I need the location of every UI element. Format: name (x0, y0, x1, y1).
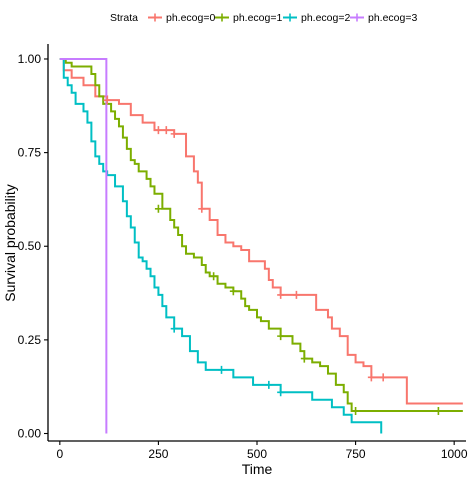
censor-mark-ph-ecog-0 (367, 373, 375, 382)
legend-item-ph-ecog-3: ph.ecog=3 (350, 12, 417, 24)
censor-mark-ph-ecog-2 (277, 388, 285, 397)
series-line-ph-ecog-0 (59, 57, 463, 405)
censor-mark-ph-ecog-0 (292, 290, 300, 299)
censor-mark-ph-ecog-1 (352, 407, 360, 416)
censor-mark-ph-ecog-0 (154, 126, 162, 135)
legend-title: Strata (110, 12, 138, 24)
censor-mark-ph-ecog-0 (277, 290, 285, 299)
censor-mark-ph-ecog-1 (229, 287, 237, 296)
x-axis-ticks: 0 250 500 750 1000 (56, 441, 468, 461)
series-layer (59, 57, 463, 434)
legend-label: ph.ecog=1 (233, 12, 282, 24)
y-tick-label: 1.00 (18, 52, 42, 66)
legend-item-ph-ecog-0: ph.ecog=0 (148, 12, 215, 24)
y-axis-ticks: 0.00 0.25 0.50 0.75 1.00 (18, 52, 48, 441)
x-tick-label: 0 (56, 447, 63, 461)
censor-mark-ph-ecog-0 (198, 204, 206, 213)
censor-mark-ph-ecog-2 (170, 324, 178, 333)
series-line-ph-ecog-2 (59, 57, 383, 434)
legend-label: ph.ecog=3 (368, 12, 417, 24)
series-line-ph-ecog-3 (59, 57, 108, 434)
legend-item-ph-ecog-2: ph.ecog=2 (283, 12, 350, 24)
y-tick-label: 0.50 (18, 239, 42, 253)
censor-mark-ph-ecog-2 (218, 365, 226, 374)
censor-mark-ph-ecog-1 (300, 354, 308, 363)
y-tick-label: 0.25 (18, 333, 42, 347)
censor-layer (103, 96, 442, 416)
censor-mark-ph-ecog-2 (265, 380, 273, 389)
censor-mark-ph-ecog-1 (210, 272, 218, 281)
censor-mark-ph-ecog-1 (277, 332, 285, 341)
legend-item-ph-ecog-1: ph.ecog=1 (215, 12, 282, 24)
legend-label: ph.ecog=2 (301, 12, 350, 24)
y-tick-label: 0.75 (18, 146, 42, 160)
censor-mark-ph-ecog-0 (379, 373, 387, 382)
censor-mark-ph-ecog-0 (162, 126, 170, 135)
legend: Strata ph.ecog=0 ph.ecog=1 ph.ecog=2 ph.eco… (110, 12, 417, 24)
y-tick-label: 0.00 (18, 427, 42, 441)
censor-mark-ph-ecog-0 (103, 96, 111, 105)
x-tick-label: 750 (346, 447, 366, 461)
series-line-ph-ecog-1 (59, 57, 463, 413)
y-axis-title: Survival probability (2, 184, 18, 302)
x-axis-title: Time (242, 461, 273, 477)
censor-mark-ph-ecog-1 (154, 204, 162, 213)
x-tick-label: 1000 (441, 447, 468, 461)
censor-mark-ph-ecog-0 (170, 129, 178, 138)
legend-label: ph.ecog=0 (166, 12, 215, 24)
x-tick-label: 500 (247, 447, 267, 461)
x-tick-label: 250 (148, 447, 168, 461)
censor-mark-ph-ecog-1 (434, 407, 442, 416)
